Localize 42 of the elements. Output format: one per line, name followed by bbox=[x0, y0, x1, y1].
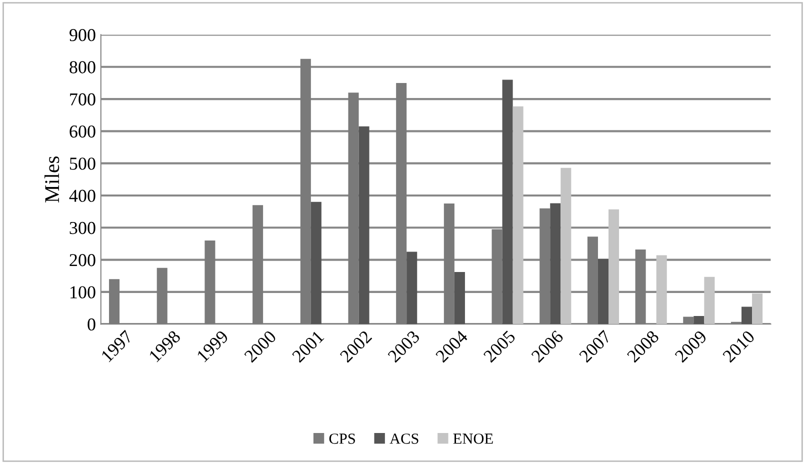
bar bbox=[454, 272, 465, 324]
legend-label: CPS bbox=[329, 434, 355, 444]
bar bbox=[704, 276, 715, 324]
y-tick-label: 900 bbox=[70, 28, 96, 42]
bar bbox=[156, 268, 168, 324]
y-tick-label: 800 bbox=[70, 61, 96, 74]
bar bbox=[683, 316, 694, 324]
bar bbox=[694, 316, 704, 324]
y-tick-label: 100 bbox=[70, 286, 96, 298]
bar bbox=[406, 252, 418, 324]
y-tick-label: 600 bbox=[70, 125, 96, 138]
bar bbox=[560, 168, 572, 324]
legend-label: ACS bbox=[390, 434, 418, 444]
bar bbox=[752, 294, 763, 324]
bar bbox=[502, 80, 513, 324]
bar bbox=[300, 58, 311, 324]
bar bbox=[742, 306, 752, 324]
bar bbox=[608, 209, 620, 324]
bar bbox=[587, 236, 598, 324]
y-tick-label: 0 bbox=[88, 318, 96, 331]
bar bbox=[550, 203, 561, 324]
bar bbox=[540, 208, 550, 324]
bar bbox=[598, 258, 608, 324]
bar bbox=[109, 279, 120, 324]
bar bbox=[396, 82, 407, 324]
bar bbox=[358, 126, 370, 324]
y-tick-label: 200 bbox=[70, 254, 96, 266]
bar bbox=[444, 204, 454, 324]
bar bbox=[656, 255, 667, 324]
y-tick-label: 500 bbox=[70, 158, 96, 170]
legend-label: ENOE bbox=[453, 434, 493, 444]
y-tick-label: 700 bbox=[70, 93, 96, 106]
bar bbox=[512, 106, 524, 324]
y-tick-label: 400 bbox=[69, 190, 96, 202]
bar bbox=[348, 92, 359, 324]
bar bbox=[635, 250, 646, 324]
y-tick-label: 300 bbox=[70, 222, 96, 234]
bar bbox=[492, 229, 502, 324]
bar bbox=[252, 205, 264, 324]
y-axis-title: Miles bbox=[44, 156, 60, 203]
bar bbox=[204, 240, 216, 324]
bar bbox=[310, 202, 322, 324]
